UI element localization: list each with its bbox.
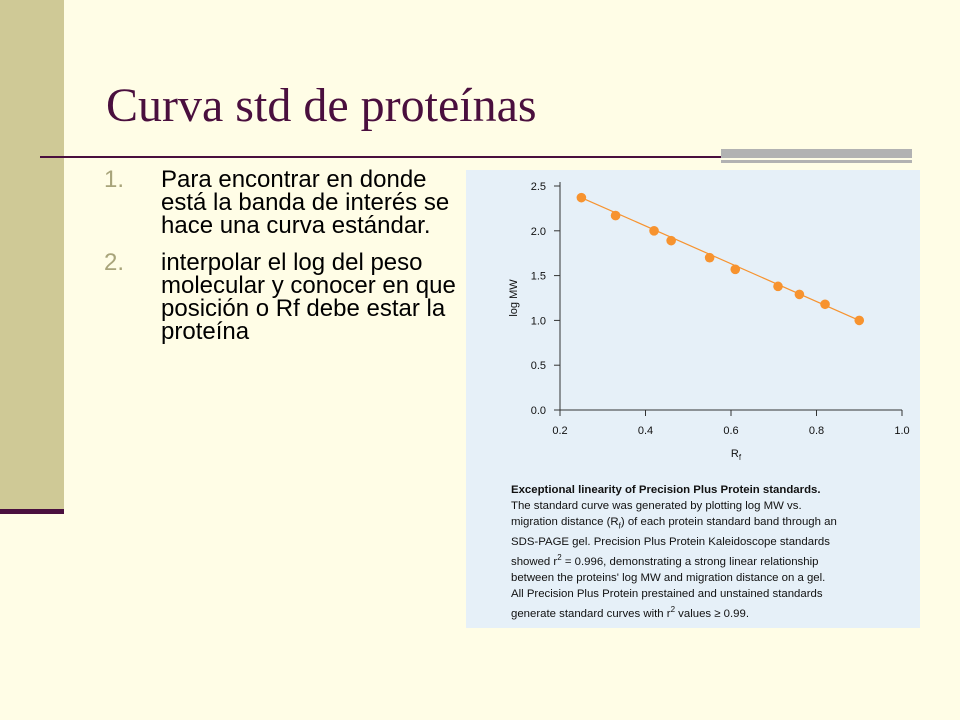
y-tick-label: 2.0 [531,226,546,238]
bullet-text: interpolar el log del peso molecular y c… [161,249,456,345]
x-tick-label: 0.8 [809,425,824,437]
caption-line: The standard curve was generated by plot… [511,500,802,512]
caption-subscript: f [618,521,621,531]
caption-line: All Precision Plus Protein prestained an… [511,588,823,601]
x-tick-label: 0.4 [638,425,653,437]
caption-title: Exceptional linearity of Precision Plus … [511,484,821,496]
data-point [576,192,587,203]
y-tick-label: 2.5 [531,181,546,193]
caption-line: showed r [511,556,558,569]
y-tick-label: 0.0 [531,405,546,417]
figure-caption: Exceptional linearity of Precision Plus … [511,482,911,622]
caption-line: between the proteins' log MW and migrati… [511,572,826,585]
data-point [794,289,805,300]
data-point [730,264,741,275]
left-accent-bar-foot [0,509,64,514]
caption-line: SDS-PAGE gel. Precision Plus Protein Kal… [511,536,830,549]
y-tick-label: 0.5 [531,360,546,372]
title-underline-accent [721,149,912,158]
slide-title: Curva std de proteínas [106,79,537,132]
y-tick-label: 1.5 [531,271,546,283]
y-tick-label: 1.0 [531,315,546,327]
x-tick-label: 0.6 [723,425,738,437]
data-point [666,235,676,246]
data-point [820,299,830,310]
x-tick-label: 1.0 [894,425,909,437]
title-underline-accent-lower [721,160,912,163]
x-tick-label: 0.2 [552,425,567,437]
data-point [854,315,865,326]
data-point [773,281,783,292]
fit-line [581,197,860,321]
caption-superscript: 2 [557,553,562,563]
left-accent-bar [0,0,64,512]
x-axis-label: Rf [731,448,742,462]
caption-line: migration distance (R [511,516,619,528]
caption-line: generate standard curves with r [511,607,671,620]
chart-figure: 0.0 0.5 1.0 1.5 2.0 2.5 0.2 0.4 0.6 0.8 1.0 log MW… [466,170,920,628]
caption-line: = 0.996, demonstrating a strong linear r… [561,556,819,569]
caption-line: ) of each protein standard band through … [620,516,837,528]
standard-curve-chart: 0.0 0.5 1.0 1.5 2.0 2.5 0.2 0.4 0.6 0.8 1.0 log MW… [508,181,910,462]
bullet-number: 2. [104,249,125,276]
bullet-number: 1. [104,166,125,193]
data-point [649,226,659,236]
y-axis-label: log MW [508,279,520,317]
data-point [610,210,621,221]
data-point [704,252,715,263]
bullet-text: Para encontrar en donde está la banda de… [161,166,450,239]
title-underline [40,156,912,158]
bullet-list: 1. Para encontrar en donde está la banda… [104,168,460,357]
caption-line: values ≥ 0.99. [675,607,750,620]
caption-superscript: 2 [670,605,676,615]
bullet-item: 2. interpolar el log del peso molecular … [104,249,460,345]
bullet-item: 1. Para encontrar en donde está la banda… [104,166,460,239]
